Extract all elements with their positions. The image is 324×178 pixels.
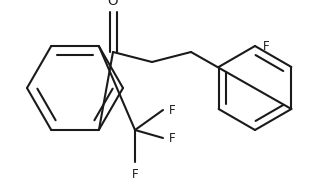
Text: O: O — [108, 0, 118, 8]
Text: F: F — [169, 132, 176, 145]
Text: F: F — [169, 103, 176, 116]
Text: F: F — [263, 40, 270, 53]
Text: F: F — [132, 168, 138, 178]
